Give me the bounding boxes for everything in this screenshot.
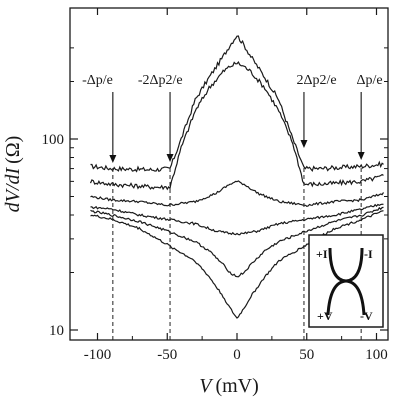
annotation-label: -2Δp2/e xyxy=(138,73,183,88)
annotation-label: -Δp/e xyxy=(82,73,113,88)
annotation-label: 2Δp2/e xyxy=(296,73,336,88)
series-line xyxy=(90,180,385,207)
inset-label-plus-v: +V xyxy=(317,309,333,323)
inset-label-minus-v: -V xyxy=(360,309,373,323)
y-axis-title: dV/dI(Ω) xyxy=(2,136,24,213)
inset-wire-b xyxy=(326,247,364,316)
series-line xyxy=(90,210,384,319)
y-axis-ticks: 10 100 xyxy=(42,47,388,339)
plot-frame xyxy=(69,7,389,341)
x-tick-label: 100 xyxy=(365,347,388,363)
x-tick-label: 50 xyxy=(299,347,314,363)
annotations: -Δp/e -2Δp2/e 2Δp2/e Δp/e xyxy=(82,73,383,163)
inset-schematic: +I -I +V -V xyxy=(308,234,384,328)
y-tick-label: 100 xyxy=(42,132,65,148)
x-tick-label: 0 xyxy=(233,347,241,363)
series-line xyxy=(90,203,384,236)
annotation-arrow-head xyxy=(357,152,365,160)
annotation-arrow-head xyxy=(166,154,174,162)
y-tick-label: 10 xyxy=(49,323,64,339)
x-axis-ticks: -100 -50 0 50 100 xyxy=(84,8,388,363)
annotation-label: Δp/e xyxy=(356,73,382,88)
annotation-arrow-head xyxy=(109,155,117,163)
x-tick-label: -50 xyxy=(157,347,177,363)
series-line xyxy=(89,61,384,191)
series-line xyxy=(90,206,384,278)
inset-label-minus-i: -I xyxy=(364,247,373,261)
x-axis-title: V (mV) xyxy=(199,375,259,397)
series-group xyxy=(89,35,385,319)
annotation-arrow-head xyxy=(300,140,308,148)
inset-label-plus-i: +I xyxy=(316,247,328,261)
series-line xyxy=(90,35,384,173)
x-tick-label: -100 xyxy=(84,347,112,363)
